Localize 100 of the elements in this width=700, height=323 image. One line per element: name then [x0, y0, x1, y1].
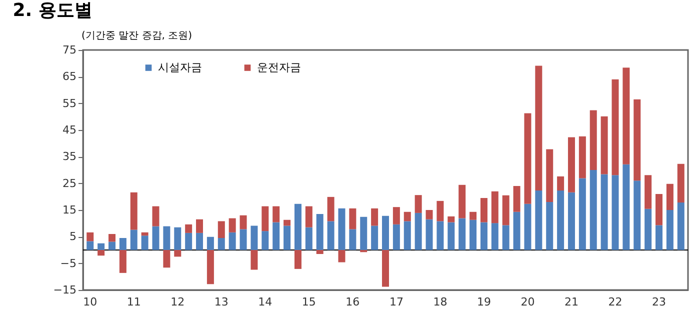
x-tick-label: 10: [83, 296, 98, 308]
x-tick-label: 11: [126, 296, 141, 308]
x-tick-label: 17: [389, 296, 404, 308]
legend-label: 운전자금: [257, 60, 301, 74]
bar: [568, 192, 575, 250]
bar: [98, 250, 105, 256]
bar: [294, 250, 302, 269]
bar: [677, 202, 684, 250]
bar: [622, 68, 630, 164]
bar: [349, 208, 356, 230]
bar: [338, 208, 346, 250]
bar: [185, 224, 192, 233]
y-tick-label: 65: [62, 70, 76, 84]
bar: [174, 250, 182, 257]
bar: [557, 176, 564, 191]
bar: [612, 175, 619, 250]
bar: [284, 226, 291, 250]
bar: [414, 212, 422, 250]
bar: [634, 99, 641, 181]
bar: [119, 250, 126, 273]
bar: [262, 231, 269, 250]
y-tick-label: 35: [62, 150, 76, 164]
bar: [513, 212, 520, 250]
bar: [414, 195, 422, 213]
bar: [108, 242, 116, 250]
y-axis-title: (기간중 말잔 증감, 조원): [82, 30, 192, 42]
bar: [294, 204, 302, 250]
bar: [546, 149, 554, 202]
x-tick-label: 13: [214, 296, 228, 308]
bar: [272, 206, 280, 222]
bar: [436, 221, 444, 250]
bar: [448, 216, 455, 222]
x-tick-label: 22: [608, 296, 622, 308]
bar: [513, 186, 520, 212]
bar: [349, 229, 356, 250]
x-tick-label: 19: [476, 296, 491, 308]
bar: [130, 230, 138, 250]
bar: [590, 170, 597, 250]
bar: [426, 219, 433, 250]
bar: [535, 66, 542, 191]
bar: [535, 190, 542, 250]
bar: [470, 212, 477, 220]
y-tick-label: 45: [62, 124, 76, 136]
bar: [240, 215, 247, 230]
bar: [371, 226, 378, 250]
bar: [426, 210, 433, 220]
y-tick-label: 5: [70, 230, 76, 244]
bar: [206, 250, 214, 284]
bar: [338, 250, 346, 262]
bar: [404, 212, 411, 222]
bar: [656, 194, 663, 226]
bar: [284, 220, 291, 226]
bar: [163, 250, 170, 268]
bar: [392, 207, 400, 224]
bar: [470, 220, 477, 250]
bar: [622, 164, 630, 250]
bar: [86, 241, 94, 250]
bar: [218, 238, 225, 250]
bar: [228, 218, 236, 232]
y-tick-label: 75: [62, 44, 76, 56]
bar: [272, 222, 280, 250]
bar: [502, 225, 510, 250]
bar: [152, 226, 160, 250]
bar: [250, 250, 258, 270]
bar: [677, 164, 684, 203]
bar: [174, 227, 182, 250]
bar: [666, 184, 674, 210]
bar: [86, 232, 94, 242]
bar: [578, 136, 586, 178]
y-tick-label: 55: [62, 96, 76, 110]
bar: [185, 232, 192, 250]
x-tick-label: 23: [652, 296, 666, 308]
x-tick-label: 16: [346, 296, 360, 308]
x-tick-label: 20: [520, 296, 535, 308]
bar: [666, 210, 674, 250]
x-tick-label: 14: [258, 296, 272, 308]
y-tick-label: 15: [62, 204, 76, 216]
bar: [305, 206, 312, 228]
bar: [196, 219, 204, 233]
bar: [600, 174, 608, 250]
bar: [130, 192, 138, 230]
bar: [152, 206, 160, 226]
bar: [262, 206, 269, 232]
bar: [502, 195, 510, 226]
bar: [557, 190, 564, 250]
bar: [634, 180, 641, 250]
bar: [491, 191, 498, 224]
bar: [458, 218, 466, 250]
x-tick-label: 12: [170, 296, 185, 308]
x-tick-label: 21: [564, 296, 578, 308]
bar: [644, 175, 652, 209]
bar: [480, 222, 488, 250]
bar: [305, 227, 312, 250]
bar: [458, 184, 466, 218]
x-tick-label: 15: [302, 296, 316, 308]
bar: [600, 116, 608, 174]
bar: [141, 232, 148, 236]
bar: [206, 236, 214, 250]
bar: [218, 221, 225, 238]
bar: [316, 250, 324, 254]
